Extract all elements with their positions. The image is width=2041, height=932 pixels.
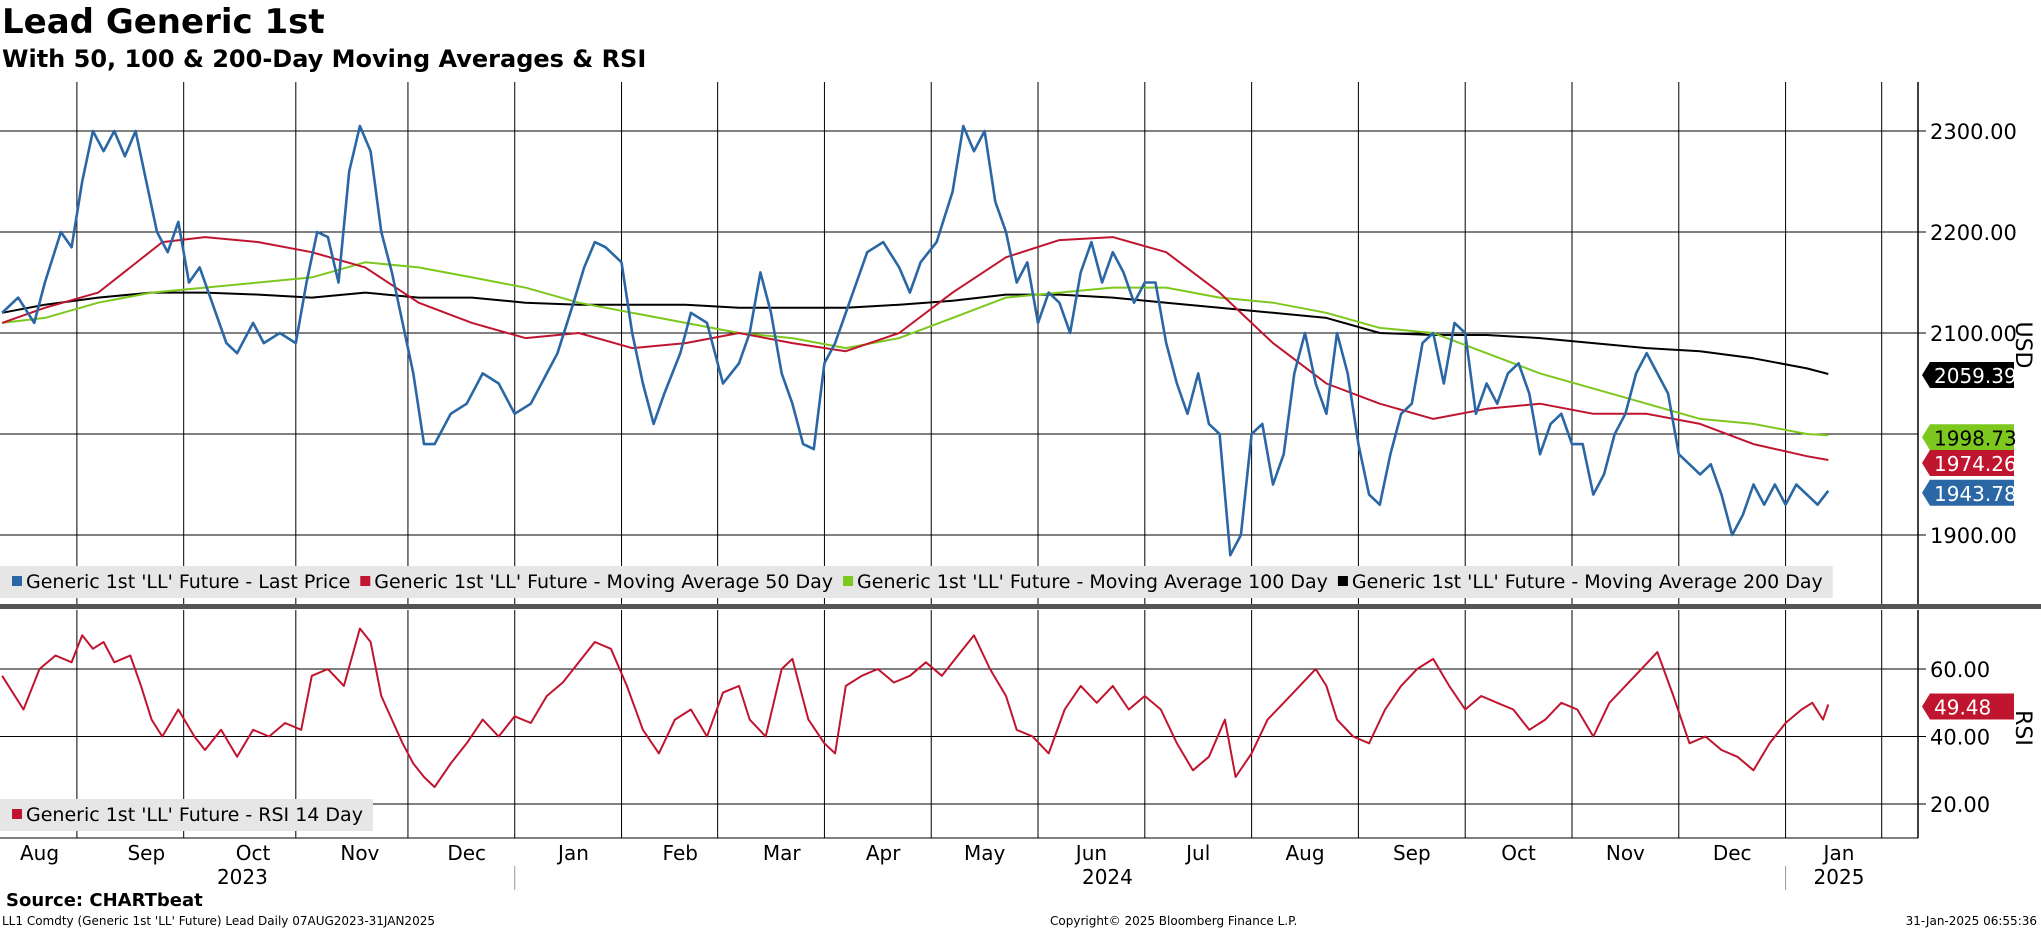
rsi-legend: Generic 1st 'LL' Future - RSI 14 Day	[0, 799, 373, 831]
rsi-legend-label-0: Generic 1st 'LL' Future - RSI 14 Day	[26, 804, 363, 826]
chart-title: Lead Generic 1st	[2, 2, 325, 42]
price-legend-label-0: Generic 1st 'LL' Future - Last Price	[26, 571, 350, 593]
last-value-tag-ma100: 1998.73	[1934, 426, 2017, 450]
xtick-label-month-16: Dec	[1713, 841, 1752, 865]
last-value-tag-ma200: 2059.39	[1934, 364, 2017, 388]
last-value-tag-ma50: 1974.26	[1934, 452, 2017, 476]
xtick-label-month-5: Jan	[556, 841, 589, 865]
panel-divider	[0, 604, 2041, 609]
xtick-label-month-6: Feb	[663, 841, 698, 865]
price-legend-background	[0, 566, 1833, 598]
ytick-label-price-2: 2100.00	[1930, 322, 2017, 346]
ytick-label-price-0: 2300.00	[1930, 120, 2017, 144]
price-series-line-1	[1, 236, 1829, 461]
xtick-label-month-7: Mar	[763, 841, 802, 865]
xtick-label-month-0: Aug	[20, 841, 59, 865]
xtick-label-month-15: Nov	[1606, 841, 1645, 865]
xtick-label-month-1: Sep	[127, 841, 165, 865]
rsi-legend-background	[0, 799, 373, 831]
price-legend-swatch-1	[360, 576, 371, 586]
rsi-legend-swatch-0	[12, 809, 22, 819]
footer-copyright: Copyright© 2025 Bloomberg Finance L.P.	[1050, 914, 1298, 928]
last-value-tag-rsi-bg	[1922, 693, 2014, 720]
price-legend-swatch-2	[843, 576, 854, 586]
xtick-label-month-3: Nov	[340, 841, 379, 865]
chart-subtitle: With 50, 100 & 200-Day Moving Averages &…	[2, 45, 647, 73]
ytick-label-rsi-2: 20.00	[1930, 793, 1990, 817]
xtick-label-month-10: Jun	[1074, 841, 1107, 865]
yaxis-title-rsi: RSI	[2010, 710, 2035, 746]
xtick-label-month-17: Jan	[1822, 841, 1855, 865]
footer-ticker-info: LL1 Comdty (Generic 1st 'LL' Future) Lea…	[2, 914, 435, 928]
price-series-line-2	[1, 261, 1829, 437]
xtick-label-month-4: Dec	[447, 841, 486, 865]
xtick-label-month-14: Oct	[1501, 841, 1536, 865]
source-label: Source: CHARTbeat	[6, 890, 203, 911]
last-value-tag-price-bg	[1922, 479, 2014, 506]
last-value-tag-ma200-bg	[1922, 362, 2014, 389]
rsi-series-line-0	[1, 627, 1830, 789]
xtick-label-month-11: Jul	[1184, 841, 1210, 865]
price-legend: Generic 1st 'LL' Future - Last Price Gene…	[0, 566, 1833, 598]
xtick-label-month-9: May	[964, 841, 1006, 865]
last-value-tag-rsi: 49.48	[1934, 696, 1991, 720]
xtick-label-month-8: Apr	[866, 841, 901, 865]
xtick-label-year-0: 2023	[217, 865, 268, 889]
ytick-label-rsi-1: 40.00	[1930, 726, 1990, 750]
xtick-label-month-13: Sep	[1393, 841, 1431, 865]
price-legend-swatch-0	[12, 576, 22, 586]
xtick-label-year-2: 2025	[1814, 865, 1865, 889]
footer-timestamp: 31-Jan-2025 06:55:36	[1905, 914, 2037, 928]
last-value-tag-ma100-bg	[1922, 424, 2014, 451]
price-series-line-0	[1, 124, 1830, 557]
xtick-label-month-12: Aug	[1285, 841, 1324, 865]
xtick-label-month-2: Oct	[236, 841, 271, 865]
ytick-label-price-1: 2200.00	[1930, 221, 2017, 245]
last-value-tag-ma50-bg	[1922, 449, 2014, 476]
ytick-label-price-3: 1900.00	[1930, 524, 2017, 548]
price-legend-label-3: Generic 1st 'LL' Future - Moving Average…	[1352, 571, 1823, 593]
last-value-tag-price: 1943.78	[1934, 482, 2017, 506]
xtick-label-year-1: 2024	[1082, 865, 1133, 889]
price-legend-label-1: Generic 1st 'LL' Future - Moving Average…	[374, 571, 833, 593]
yaxis-title-price: USD	[2010, 321, 2035, 368]
price-legend-label-2: Generic 1st 'LL' Future - Moving Average…	[857, 571, 1328, 593]
price-legend-swatch-3	[1337, 576, 1348, 586]
ytick-label-rsi-0: 60.00	[1930, 658, 1990, 682]
